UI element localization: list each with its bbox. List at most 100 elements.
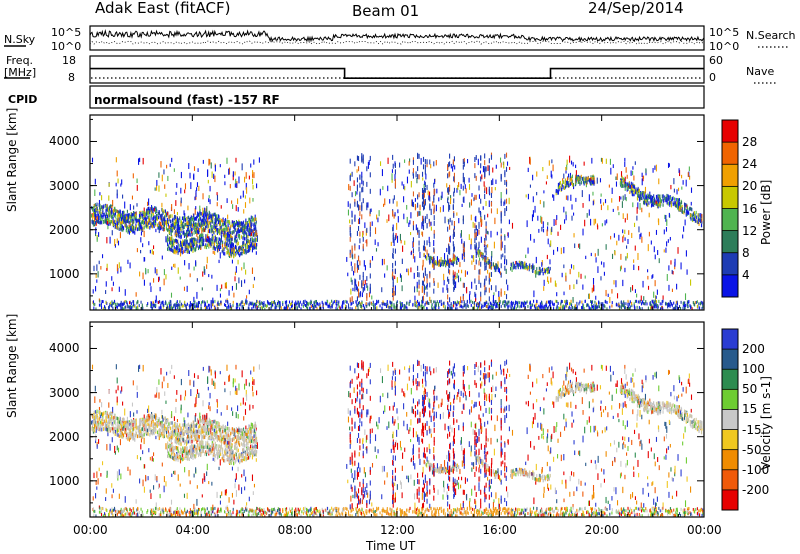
power-cell	[377, 300, 379, 304]
power-cell	[229, 302, 231, 306]
power-cell	[171, 245, 173, 249]
power-cell	[656, 197, 658, 202]
power-cell	[316, 307, 318, 311]
power-cell	[181, 304, 183, 308]
power-cell	[466, 271, 468, 275]
power-cell	[647, 196, 649, 201]
power-cell	[135, 218, 137, 223]
power-cell	[598, 305, 601, 309]
power-cell	[472, 221, 474, 228]
power-cell	[240, 280, 243, 287]
power-cell	[106, 267, 108, 271]
power-cell	[237, 227, 240, 232]
power-cell	[246, 249, 248, 254]
power-cell	[460, 230, 462, 237]
power-cell	[424, 164, 426, 170]
power-cell	[658, 258, 660, 264]
power-cell	[184, 189, 186, 194]
power-cell	[123, 210, 125, 215]
power-cell	[245, 249, 247, 253]
power-cell	[455, 256, 458, 261]
power-cell	[361, 301, 363, 305]
power-cell	[214, 212, 216, 216]
power-cell	[575, 177, 577, 181]
power-cell	[610, 167, 612, 175]
power-cell	[475, 246, 477, 251]
power-cell	[455, 281, 457, 289]
power-cell	[468, 177, 470, 183]
power-cell	[449, 306, 451, 310]
power-cell	[211, 233, 213, 238]
power-cell	[625, 197, 627, 202]
power-cell	[308, 302, 310, 306]
power-cell	[663, 229, 665, 235]
power-cell	[465, 303, 467, 307]
power-cell	[120, 300, 122, 304]
power-cell	[234, 171, 236, 176]
power-cell	[127, 216, 129, 220]
power-cell	[229, 239, 231, 243]
power-cell	[416, 301, 418, 305]
power-cell	[624, 176, 626, 182]
power-cell	[213, 212, 215, 217]
power-cell	[114, 222, 117, 227]
power-cell	[566, 159, 568, 166]
power-cell	[235, 157, 237, 163]
power-cell	[438, 197, 440, 202]
power-cell	[582, 303, 584, 307]
power-cell	[686, 300, 688, 304]
power-cell	[110, 214, 112, 218]
power-cell	[130, 228, 133, 232]
power-cell	[528, 264, 530, 268]
power-cell	[240, 252, 242, 256]
power-cell	[319, 302, 321, 306]
power-cell	[168, 307, 170, 311]
power-cell	[637, 252, 639, 260]
power-cell	[206, 238, 208, 243]
power-cell	[407, 271, 410, 276]
power-cell	[637, 186, 639, 191]
power-cell	[651, 203, 654, 207]
power-cell	[276, 304, 278, 308]
power-cell	[618, 234, 620, 241]
power-cell	[212, 240, 214, 244]
power-cell	[199, 238, 201, 242]
power-cell	[624, 218, 626, 223]
power-cell	[474, 223, 476, 229]
power-cell	[459, 261, 461, 268]
power-cell	[170, 300, 172, 304]
power-cell	[666, 200, 668, 205]
power-cell	[430, 221, 432, 226]
power-cell	[208, 303, 210, 307]
power-cell	[570, 264, 573, 269]
power-cell	[676, 283, 678, 290]
power-cell	[204, 212, 206, 217]
date-title: 24/Sep/2014	[588, 0, 684, 17]
power-cell	[536, 301, 538, 305]
power-cell	[295, 300, 297, 304]
power-cell	[681, 210, 684, 214]
power-cell	[519, 305, 521, 309]
power-cell	[243, 241, 245, 245]
power-cell	[95, 216, 97, 221]
power-cell	[180, 171, 182, 179]
power-cell	[129, 229, 132, 233]
power-cell	[661, 300, 663, 304]
power-cell	[173, 168, 175, 172]
power-cell	[202, 228, 204, 232]
power-cell	[294, 302, 296, 306]
power-cell	[393, 214, 395, 219]
power-cell	[115, 215, 117, 219]
power-cell	[475, 284, 477, 290]
power-cell	[696, 304, 698, 308]
power-cell	[369, 211, 371, 217]
power-cell	[173, 214, 176, 219]
power-cell	[636, 188, 639, 192]
power-cell	[94, 189, 96, 197]
power-cell	[566, 304, 568, 308]
power-cell	[638, 189, 640, 193]
power-cell	[453, 224, 455, 230]
power-cell	[207, 303, 210, 307]
power-cell	[469, 300, 471, 304]
power-cell	[595, 302, 598, 306]
